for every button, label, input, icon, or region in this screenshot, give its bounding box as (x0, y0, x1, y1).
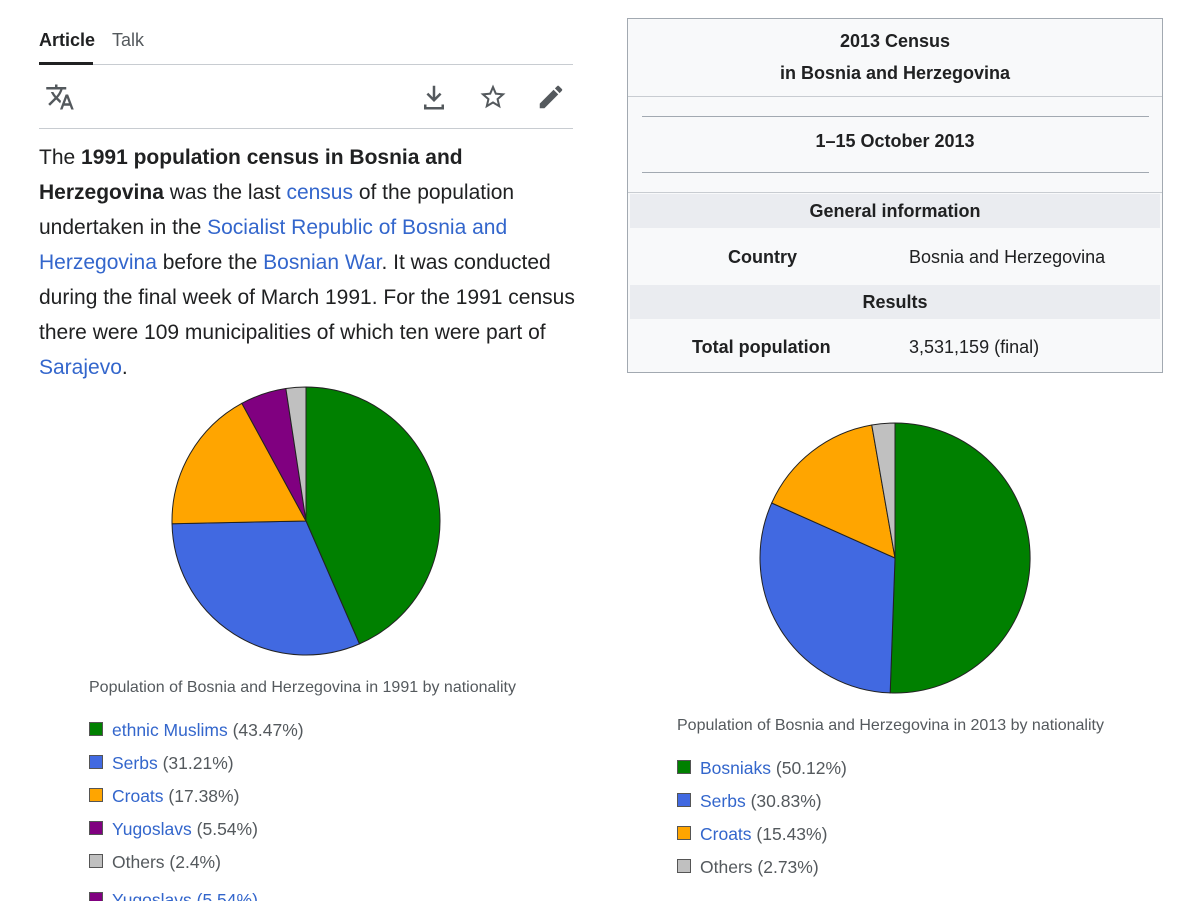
legend-item: ethnic Muslims (43.47%) (89, 714, 304, 747)
legend-label[interactable]: Serbs (700, 791, 746, 811)
legend-swatch (677, 793, 691, 808)
pie-chart-2013 (759, 422, 1031, 694)
legend-swatch (89, 892, 103, 901)
pie-slice-others (871, 422, 896, 559)
legend-label[interactable]: ethnic Muslims (112, 720, 228, 740)
legend-item: Serbs (30.83%) (677, 785, 847, 818)
legend-percent: (2.73%) (752, 857, 819, 877)
infobox-date: 1–15 October 2013 (815, 131, 975, 151)
pie-slice-ethnic-muslims (305, 386, 441, 645)
divider (642, 116, 1149, 117)
intro-text: before the (156, 251, 264, 274)
tab-article[interactable]: Article (39, 30, 96, 50)
chart-caption-1991: Population of Bosnia and Herzegovina in … (89, 679, 516, 696)
pie-slice-serbs (759, 502, 896, 694)
legend-swatch (677, 859, 691, 874)
legend-item: Others (2.73%) (677, 851, 847, 884)
legend-item: Yugoslavs (5.54%) (89, 813, 304, 846)
divider (628, 192, 1162, 193)
infobox-country-label: Country (728, 247, 797, 267)
infobox-header-results: Results (630, 285, 1160, 319)
infobox-population-label: Total population (692, 337, 831, 357)
download-icon[interactable] (419, 82, 449, 112)
pie-slice-croats (171, 402, 307, 525)
link-socialist-republic[interactable]: Socialist Republic of Bosnia and Herzego… (39, 216, 508, 274)
infobox-country-value: Bosnia and Herzegovina (909, 247, 1106, 267)
page-tabs: Article Talk (39, 22, 573, 65)
legend-swatch (89, 788, 103, 803)
page-toolbar (39, 66, 573, 129)
pie-slice-others (285, 386, 307, 522)
edit-pencil-icon[interactable] (536, 82, 566, 112)
legend-swatch (89, 821, 103, 836)
intro-text: was the last (163, 181, 287, 204)
infobox-header-general: General information (630, 194, 1160, 228)
legend-percent: (5.54%) (191, 819, 258, 839)
legend-item: Croats (17.38%) (89, 780, 304, 813)
intro-paragraph: The 1991 population census in Bosnia and… (39, 140, 584, 385)
pie-slice-serbs (171, 520, 361, 656)
legend-item-cutoff: Yugoslavs (5.54%) (89, 890, 258, 901)
legend-label[interactable]: Serbs (112, 753, 158, 773)
legend-label: Others (700, 857, 753, 877)
legend-percent: (15.43%) (751, 824, 828, 844)
legend-2013: Bosniaks (50.12%) Serbs (30.83%) Croats (1… (677, 752, 847, 884)
pie-slice-bosniaks (889, 422, 1031, 694)
legend-percent: (50.12%) (771, 758, 847, 778)
legend-swatch (677, 826, 691, 841)
legend-item: Serbs (31.21%) (89, 747, 304, 780)
tab-talk[interactable]: Talk (112, 30, 145, 50)
legend-cutoff-text[interactable]: Yugoslavs (5.54%) (112, 890, 258, 901)
legend-percent: (30.83%) (745, 791, 822, 811)
link-sarajevo[interactable]: Sarajevo (39, 356, 122, 379)
legend-item: Bosniaks (50.12%) (677, 752, 847, 785)
infobox-title-line1: 2013 Census (839, 31, 951, 51)
legend-label[interactable]: Croats (112, 786, 164, 806)
legend-percent: (43.47%) (227, 720, 304, 740)
pie-slice-croats (771, 424, 896, 559)
divider (642, 172, 1149, 173)
pie-chart-1991 (171, 386, 441, 656)
legend-swatch (677, 760, 691, 775)
infobox-population-value: 3,531,159 (final) (909, 337, 1040, 357)
infobox-title: 2013 Census in Bosnia and Herzegovina (628, 25, 1162, 89)
legend-swatch (89, 722, 103, 737)
article-subject: 1991 population census in Bosnia and Her… (39, 146, 463, 204)
link-bosnian-war[interactable]: Bosnian War (263, 251, 382, 274)
translate-icon[interactable] (45, 82, 75, 112)
legend-percent: (2.4%) (164, 852, 221, 872)
census-infobox: 2013 Census in Bosnia and Herzegovina 1–… (627, 18, 1163, 373)
infobox-title-line2: in Bosnia and Herzegovina (779, 63, 1011, 83)
intro-text: The (39, 146, 82, 169)
legend-label[interactable]: Croats (700, 824, 752, 844)
intro-text: of the population undertaken in the (39, 181, 515, 239)
legend-label[interactable]: Bosniaks (700, 758, 772, 778)
legend-label: Others (112, 852, 165, 872)
legend-percent: (17.38%) (163, 786, 240, 806)
legend-item: Croats (15.43%) (677, 818, 847, 851)
legend-label[interactable]: Yugoslavs (112, 819, 192, 839)
legend-1991: ethnic Muslims (43.47%) Serbs (31.21%) Cro… (89, 714, 304, 879)
legend-percent: (31.21%) (157, 753, 234, 773)
star-icon[interactable] (478, 82, 508, 112)
intro-text: . (121, 356, 128, 379)
divider (628, 96, 1162, 97)
link-census[interactable]: census (286, 181, 353, 204)
active-tab-indicator (39, 62, 93, 65)
legend-swatch (89, 854, 103, 869)
intro-text: . It was conducted during the final week… (39, 251, 575, 344)
legend-item: Others (2.4%) (89, 846, 304, 879)
chart-caption-2013: Population of Bosnia and Herzegovina in … (677, 717, 1104, 734)
legend-swatch (89, 755, 103, 770)
